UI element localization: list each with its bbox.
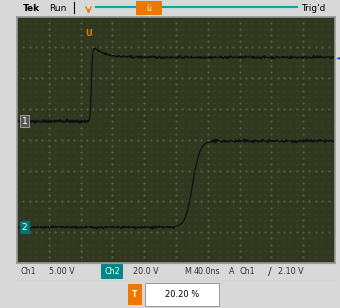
Bar	[101, 265, 123, 279]
Text: 40.0ns: 40.0ns	[193, 267, 220, 277]
Bar	[128, 284, 142, 305]
Text: A: A	[230, 267, 235, 277]
Text: ∕: ∕	[268, 267, 272, 277]
Text: M: M	[184, 267, 191, 277]
Text: 1: 1	[22, 117, 28, 126]
Text: Tek: Tek	[23, 4, 40, 13]
Text: Ch1: Ch1	[20, 267, 36, 277]
Bar	[136, 1, 162, 15]
Text: T: T	[132, 290, 137, 299]
Text: Trig'd: Trig'd	[301, 4, 325, 13]
Text: 20.20 %: 20.20 %	[165, 290, 199, 299]
Text: U: U	[85, 29, 92, 38]
Text: ü: ü	[147, 4, 151, 13]
Text: 5.00 V: 5.00 V	[49, 267, 74, 277]
Text: 2: 2	[22, 223, 28, 232]
Text: 2.10 V: 2.10 V	[278, 267, 303, 277]
Text: ◄: ◄	[336, 52, 340, 62]
Text: 20.0 V: 20.0 V	[133, 267, 159, 277]
Bar	[144, 283, 219, 306]
Text: Ch2: Ch2	[104, 267, 120, 277]
Text: Run: Run	[49, 4, 66, 13]
Text: Ch1: Ch1	[239, 267, 255, 277]
